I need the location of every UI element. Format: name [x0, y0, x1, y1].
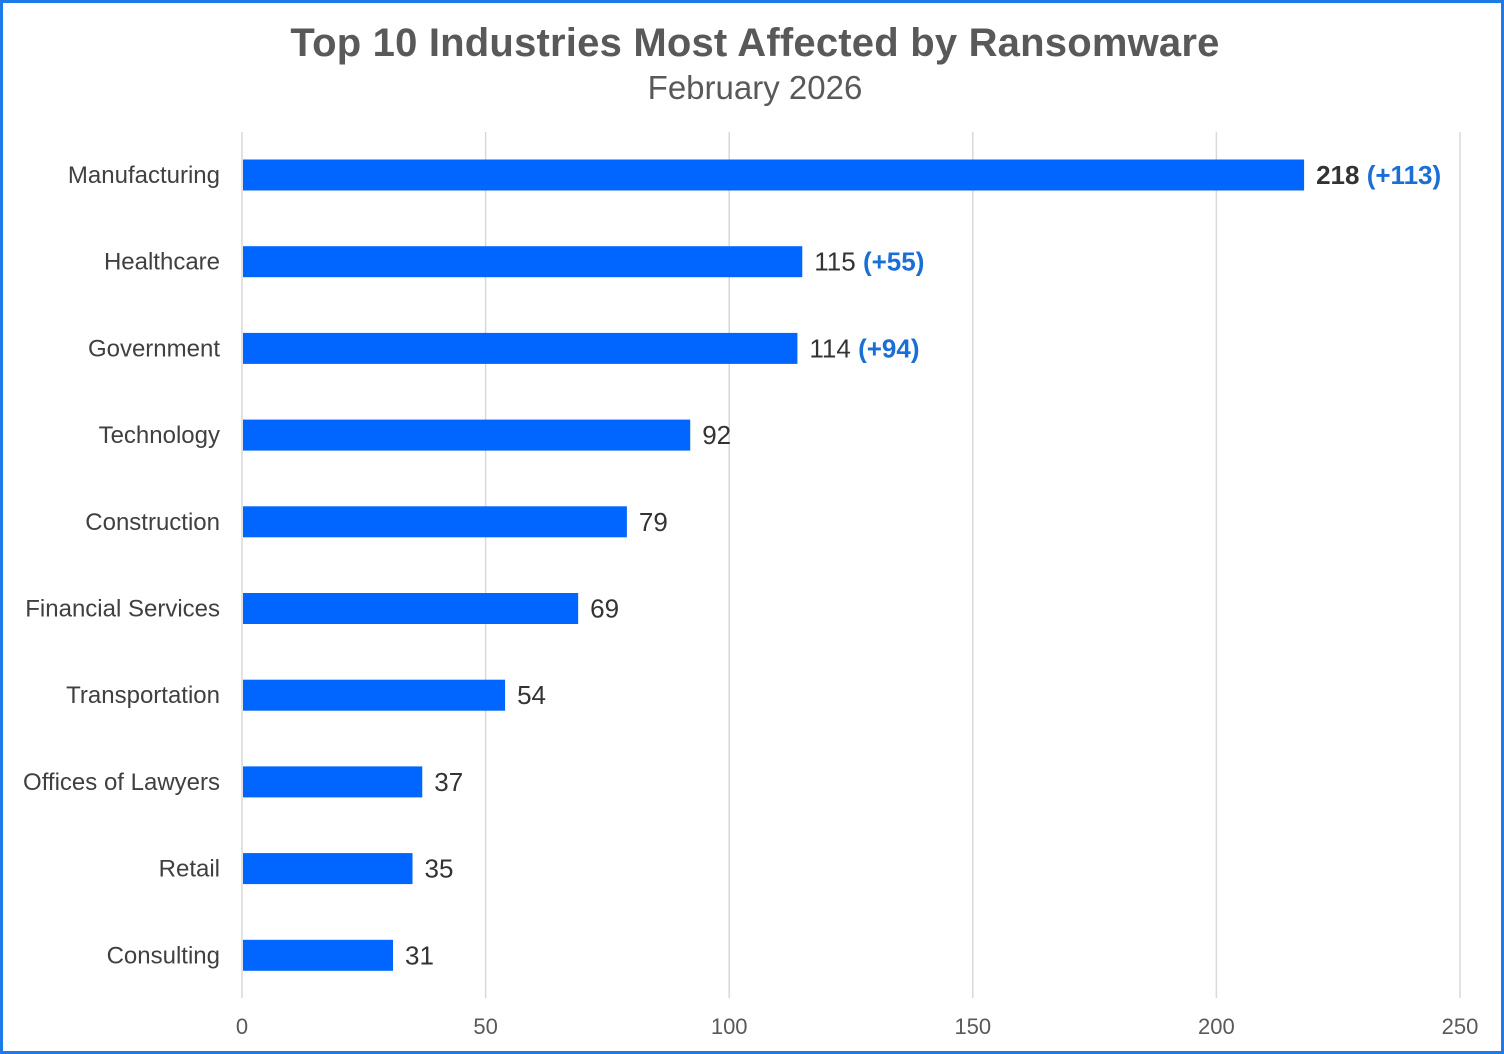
bars	[243, 159, 1305, 971]
bar	[243, 419, 691, 451]
category-label: Government	[88, 335, 220, 362]
data-value: 69	[590, 594, 619, 624]
category-label: Retail	[159, 856, 220, 883]
category-label: Financial Services	[25, 596, 220, 623]
category-label: Offices of Lawyers	[23, 769, 220, 796]
x-tick-label: 100	[711, 1014, 748, 1039]
bar	[243, 853, 413, 885]
data-label: 37	[434, 767, 463, 797]
data-value: 31	[405, 940, 434, 970]
category-label: Construction	[85, 509, 220, 536]
change-label: (+94)	[851, 333, 920, 363]
data-label: 69	[590, 594, 619, 624]
category-label: Technology	[99, 422, 220, 449]
data-label: 115 (+55)	[814, 247, 924, 277]
x-tick-label: 0	[236, 1014, 248, 1039]
category-label: Manufacturing	[68, 162, 220, 189]
x-tick-label: 50	[473, 1014, 497, 1039]
bar	[243, 246, 803, 278]
data-label: 31	[405, 940, 434, 970]
data-label: 218 (+113)	[1316, 160, 1441, 190]
data-label: 35	[425, 854, 454, 884]
bar	[243, 766, 423, 798]
x-tick-label: 200	[1198, 1014, 1235, 1039]
data-value: 54	[517, 680, 546, 710]
data-label: 92	[702, 420, 731, 450]
data-label: 79	[639, 507, 668, 537]
bar	[243, 159, 1305, 191]
x-tick-label: 250	[1442, 1014, 1479, 1039]
bar	[243, 679, 506, 711]
data-value: 115	[814, 247, 855, 277]
x-tick-label: 150	[954, 1014, 991, 1039]
bar	[243, 593, 579, 624]
data-value: 79	[639, 507, 668, 537]
data-value: 218	[1316, 160, 1359, 190]
data-value: 92	[702, 420, 731, 450]
category-label: Healthcare	[104, 249, 220, 276]
bar	[243, 506, 627, 538]
category-label: Transportation	[66, 682, 220, 709]
labels: 0 50 100 150 200 250 Manufacturing 218 (+113) He…	[23, 160, 1478, 1039]
change-label: (+55)	[856, 247, 925, 277]
chart-subtitle: February 2026	[647, 69, 863, 106]
data-label: 54	[517, 680, 546, 710]
data-value: 35	[425, 854, 454, 884]
change-label: (+113)	[1359, 160, 1441, 190]
data-value: 37	[434, 767, 463, 797]
category-label: Consulting	[107, 942, 220, 969]
data-value: 114	[809, 333, 850, 363]
data-label: 114 (+94)	[809, 333, 919, 363]
bar	[243, 332, 798, 364]
chart-title: Top 10 Industries Most Affected by Ranso…	[290, 21, 1220, 65]
bar	[243, 939, 394, 971]
